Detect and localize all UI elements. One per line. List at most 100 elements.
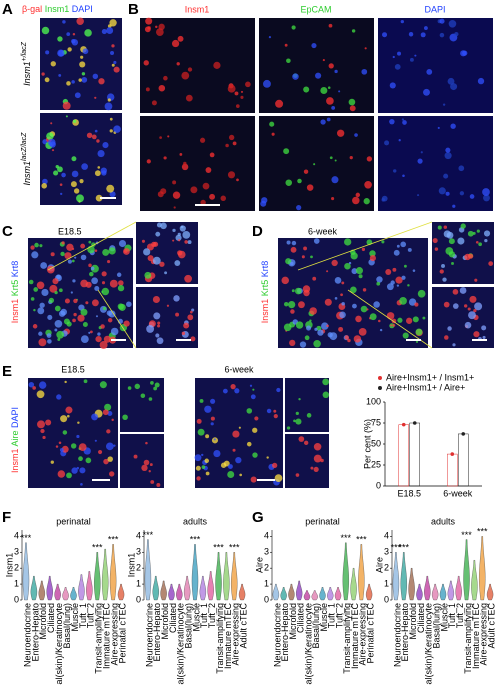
cell — [104, 403, 112, 411]
cell — [38, 338, 47, 347]
cell — [298, 397, 301, 401]
genotype: lacZ/lacZ — [21, 132, 28, 161]
cell — [320, 86, 328, 95]
y-tick-label: 1 — [384, 578, 389, 588]
violin — [109, 544, 117, 601]
panel-label: A — [2, 1, 13, 18]
cell — [72, 318, 76, 323]
violin — [350, 568, 357, 601]
cell — [402, 120, 407, 125]
cell — [268, 36, 272, 39]
cell — [33, 308, 36, 312]
micrograph — [259, 18, 374, 113]
cell — [459, 191, 465, 196]
genotype-label: Insm1lacZ/lacZ — [21, 132, 33, 186]
cell — [38, 381, 47, 389]
bar — [409, 422, 420, 487]
cell — [284, 43, 288, 47]
cell — [184, 274, 192, 283]
cell — [205, 471, 210, 476]
cell — [197, 428, 205, 436]
cell — [50, 460, 54, 464]
cell — [408, 32, 414, 37]
cell — [94, 170, 101, 177]
cell — [213, 61, 221, 69]
violin — [183, 575, 191, 601]
cell — [336, 129, 345, 137]
cell — [355, 192, 361, 198]
y-tick-label: 0 — [264, 594, 269, 604]
cell — [53, 170, 59, 176]
cell — [366, 308, 369, 311]
cell — [463, 304, 468, 308]
cell — [439, 269, 444, 274]
y-tick-label: 3 — [14, 547, 19, 557]
y-tick-label: 75 — [371, 417, 381, 427]
cell — [150, 480, 155, 484]
cell — [66, 472, 72, 479]
significance: *** — [229, 543, 240, 553]
cell — [42, 435, 46, 440]
cell — [407, 284, 410, 287]
micrograph — [194, 378, 283, 488]
cell — [109, 117, 113, 121]
cell — [408, 298, 417, 306]
cell — [230, 383, 236, 390]
cell — [417, 158, 423, 164]
cell — [45, 419, 52, 426]
cell — [313, 238, 320, 244]
cell — [190, 310, 193, 314]
cell — [143, 60, 149, 66]
legend-label: Aire+Insm1+ / Insm1+ — [386, 372, 474, 382]
cell — [89, 271, 94, 277]
cell — [415, 340, 419, 343]
cell — [283, 323, 292, 332]
cell — [123, 248, 130, 255]
cell — [354, 133, 358, 137]
cell — [73, 312, 77, 317]
cell — [58, 288, 63, 293]
cell — [322, 378, 330, 386]
cell — [80, 335, 89, 344]
cell — [310, 466, 314, 470]
cell — [313, 466, 319, 473]
violin — [101, 548, 109, 601]
cell — [469, 194, 475, 199]
violin — [54, 583, 61, 601]
cell — [46, 333, 52, 338]
x-tick-label: Basal(skin)/Keratinocyte — [176, 603, 186, 685]
cell — [283, 301, 289, 307]
cell — [238, 426, 241, 429]
cell — [306, 413, 312, 418]
cell — [109, 279, 118, 288]
cell — [397, 51, 402, 56]
callout — [97, 289, 137, 349]
cell — [399, 297, 407, 305]
significance: *** — [461, 530, 472, 540]
cell — [194, 454, 202, 462]
x-tick-label: Tuft_2 — [207, 603, 217, 628]
cell — [145, 87, 150, 92]
cell — [36, 390, 45, 399]
cell — [99, 341, 108, 349]
cell — [329, 332, 338, 341]
cell — [109, 191, 116, 198]
cell — [191, 308, 195, 312]
x-tick-label: Neuroendocrine — [392, 603, 402, 667]
cell — [334, 297, 338, 300]
x-tick-label: Adult cTEC — [238, 603, 248, 649]
cell — [175, 312, 180, 317]
cell — [396, 244, 400, 248]
cell — [42, 178, 48, 185]
cell — [59, 183, 63, 186]
cell — [67, 259, 72, 264]
cell — [151, 241, 157, 248]
cell — [179, 153, 183, 156]
cell — [99, 381, 107, 389]
cell — [181, 331, 186, 336]
cell — [276, 387, 281, 393]
cell — [254, 416, 259, 421]
cell — [148, 470, 151, 473]
cell — [108, 247, 116, 255]
cell — [220, 195, 226, 202]
